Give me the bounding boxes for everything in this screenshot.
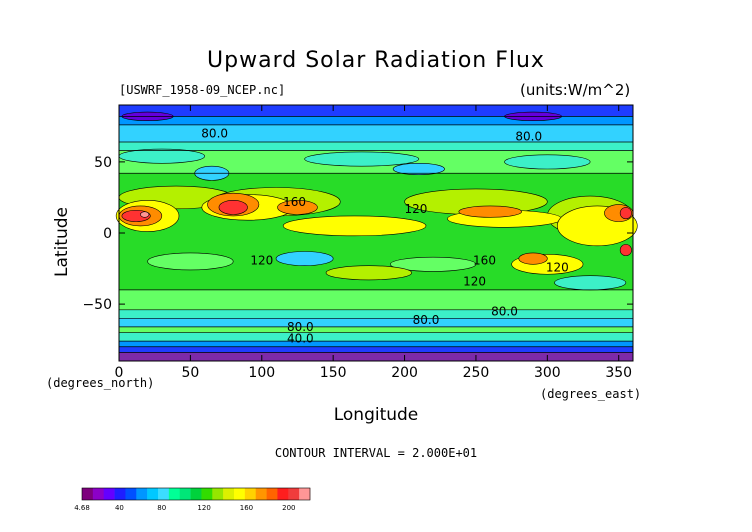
contour-label: 80.0	[515, 130, 542, 144]
colorbar-swatch	[201, 488, 213, 500]
contour-blob	[218, 199, 248, 215]
colorbar-swatch	[234, 488, 246, 500]
colorbar-swatch	[190, 488, 202, 500]
units-label: (units:W/m^2)	[520, 81, 631, 99]
band-south-mid	[119, 289, 633, 310]
colorbar-swatch	[125, 488, 137, 500]
band-north-subarctic	[119, 141, 633, 151]
contour-blob	[518, 252, 548, 265]
contour-interval-label: CONTOUR INTERVAL = 2.000E+01	[274, 446, 478, 460]
contour-blob	[504, 154, 591, 170]
contour-blob	[147, 252, 234, 271]
contour-blob	[282, 215, 427, 237]
band-south-pole	[119, 352, 633, 361]
band-south-ring2	[119, 332, 633, 342]
contour-blob	[619, 207, 632, 220]
colorbar-swatch	[114, 488, 126, 500]
contour-blob	[275, 251, 334, 267]
contour-label: 80.0	[201, 127, 228, 141]
band-south-subpolar	[119, 309, 633, 319]
x-tick-label: 50	[181, 365, 199, 381]
colorbar-swatch	[255, 488, 267, 500]
colorbar-swatch	[299, 488, 311, 500]
x-tick-label: 0	[115, 365, 124, 381]
band-north-high	[119, 124, 633, 142]
colorbar-swatch	[82, 488, 94, 500]
colorbar-swatch	[179, 488, 191, 500]
colorbar-tick-label: 120	[197, 504, 210, 512]
band-south-ice2	[119, 346, 633, 353]
contour-label: 80.0	[287, 320, 314, 334]
band-south-ice	[119, 341, 633, 347]
colorbar-min-label: 4.68	[74, 504, 90, 512]
contour-blob	[277, 199, 318, 215]
contour-label: 120	[405, 202, 428, 216]
colorbar-swatch	[136, 488, 148, 500]
band-south-high	[119, 318, 633, 327]
x-tick-label: 250	[463, 365, 490, 381]
band-north-arctic	[119, 116, 633, 125]
colorbar-swatch	[277, 488, 289, 500]
contour-blob	[392, 163, 445, 175]
contour-blob	[389, 256, 477, 272]
contour-blob	[325, 265, 412, 281]
x-tick-label: 200	[391, 365, 418, 381]
contour-label: 120	[546, 260, 569, 274]
colorbar-swatch	[266, 488, 278, 500]
contour-label: 40.0	[287, 332, 314, 346]
x-axis-label: Longitude	[333, 405, 419, 425]
colorbar-swatch	[244, 488, 257, 500]
colorbar-swatch	[103, 488, 115, 500]
contour-blob	[619, 244, 632, 257]
contour-label: 160	[283, 195, 306, 209]
contour-label: 120	[250, 253, 273, 267]
colorbar-swatch	[92, 488, 105, 500]
colorbar-swatch	[147, 488, 159, 500]
band-south-ring	[119, 326, 633, 333]
colorbar-swatch	[168, 488, 181, 500]
y-units-label: (degrees_east)	[540, 387, 642, 401]
colorbar-frame	[81, 487, 311, 501]
x-tick-label: 350	[605, 365, 632, 381]
file-label: [USWRF_1958-09_NCEP.nc]	[119, 83, 286, 97]
colorbar-swatch	[212, 488, 224, 500]
contour-blob	[118, 148, 205, 164]
colorbar-swatch	[158, 488, 170, 500]
chart-title: Upward Solar Radiation Flux	[207, 48, 545, 73]
band-north-pole	[119, 105, 633, 117]
colorbar-tick-label: 200	[282, 504, 295, 512]
y-tick-label: −50	[82, 297, 112, 313]
x-tick-label: 150	[320, 365, 347, 381]
x-units-label: (degrees_north)	[46, 376, 155, 390]
colorbar-swatch	[223, 488, 235, 500]
x-tick-label: 100	[248, 365, 275, 381]
contour-blob	[304, 151, 420, 167]
contour-blob	[554, 275, 627, 291]
x-tick-label: 300	[534, 365, 561, 381]
colorbar-swatch	[288, 488, 300, 500]
colorbar-tick-label: 160	[240, 504, 253, 512]
contour-blob	[458, 205, 522, 218]
colorbar-tick-label: 40	[115, 504, 124, 512]
contour-label: 160	[473, 253, 496, 267]
colorbar-tick-label: 80	[157, 504, 166, 512]
y-tick-label: 50	[94, 155, 112, 171]
contour-blob	[140, 211, 150, 218]
y-tick-label: 0	[103, 226, 112, 242]
contour-label: 120	[463, 275, 486, 289]
contour-label: 80.0	[413, 313, 440, 327]
contour-label: 80.0	[491, 304, 518, 318]
